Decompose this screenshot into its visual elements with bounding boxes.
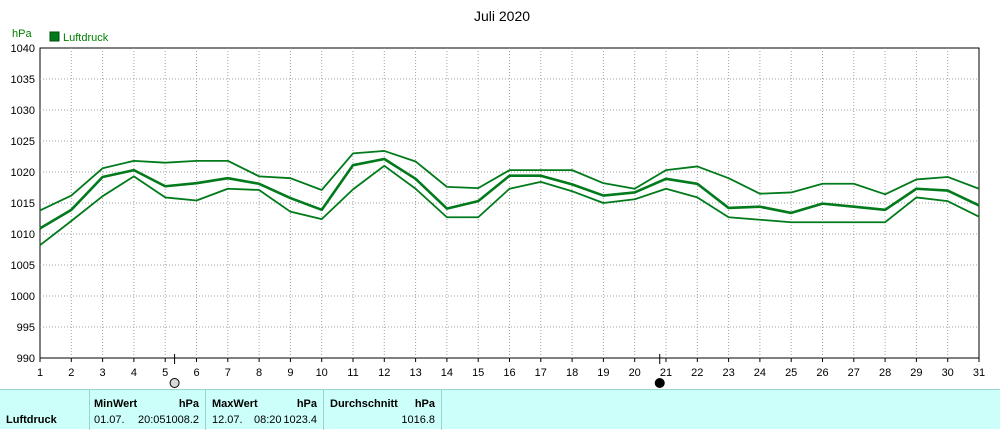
stats-row-header: Luftdruck [0, 390, 90, 430]
x-tick-label: 13 [409, 367, 421, 379]
legend-label: Luftdruck [63, 32, 109, 44]
x-axis: 1 2 3 4 5 6 7 8 9 10 11 12 13 14 15 16 17 18 19 20 21 22 23 24 2… [37, 358, 985, 379]
stats-avg-cell: Durchschnitt hPa 1016.8 [324, 390, 442, 430]
y-axis-unit: hPa [12, 28, 32, 40]
stats-min-cell: MinWert hPa 01.07. 20:05 1008.2 [90, 390, 206, 430]
y-tick-label: 1020 [11, 167, 35, 179]
x-tick-label: 25 [785, 367, 797, 379]
legend-swatch [49, 31, 60, 42]
x-tick-label: 17 [535, 367, 547, 379]
min-label: MinWert [94, 398, 138, 410]
min-unit: hPa [178, 398, 199, 410]
event-markers [169, 354, 665, 388]
x-tick-label: 2 [68, 367, 74, 379]
x-tick-label: 14 [441, 367, 453, 379]
y-tick-label: 1035 [11, 74, 35, 86]
x-tick-label: 21 [660, 367, 672, 379]
x-tick-label: 28 [879, 367, 891, 379]
x-tick-label: 23 [722, 367, 734, 379]
y-tick-label: 1015 [11, 198, 35, 210]
x-tick-label: 8 [256, 367, 262, 379]
series-line-min [39, 164, 980, 246]
series-line-mean [39, 157, 980, 230]
x-tick-label: 6 [193, 367, 199, 379]
y-tick-label: 995 [17, 322, 35, 334]
x-tick-label: 4 [131, 367, 137, 379]
x-tick-label: 11 [347, 367, 358, 379]
x-tick-label: 27 [848, 367, 860, 379]
moon-filled-icon [654, 378, 665, 388]
y-tick-label: 1000 [11, 291, 35, 303]
x-tick-label: 3 [100, 367, 106, 379]
y-tick-label: 990 [17, 353, 35, 365]
chart: 9909951000100510101015102010251030103510… [11, 8, 985, 388]
max-unit: hPa [296, 398, 317, 410]
x-tick-label: 19 [597, 367, 609, 379]
max-value: 1023.4 [283, 414, 317, 426]
min-value: 1008.2 [165, 414, 199, 426]
x-tick-label: 10 [316, 367, 328, 379]
x-tick-label: 9 [287, 367, 293, 379]
y-tick-label: 1030 [11, 105, 35, 117]
x-tick-label: 20 [629, 367, 641, 379]
y-tick-label: 1010 [11, 229, 35, 241]
x-tick-label: 22 [691, 367, 703, 379]
x-tick-label: 15 [472, 367, 484, 379]
x-tick-label: 7 [225, 367, 231, 379]
x-tick-label: 1 [37, 367, 43, 379]
max-label: MaxWert [212, 398, 258, 410]
x-tick-label: 24 [754, 367, 766, 379]
series-lines [39, 150, 980, 246]
x-tick-label: 30 [942, 367, 954, 379]
chart-title: Juli 2020 [474, 8, 530, 24]
avg-value: 1016.8 [401, 414, 435, 426]
y-tick-label: 1040 [11, 43, 35, 55]
y-tick-label: 1005 [11, 260, 35, 272]
max-time: 08:20 [254, 414, 282, 426]
statistics-bar: Luftdruck MinWert hPa 01.07. 20:05 1008.… [0, 389, 1000, 430]
moon-empty-icon [169, 378, 180, 388]
max-date: 12.07. [212, 414, 243, 426]
x-tick-label: 29 [910, 367, 922, 379]
x-tick-label: 16 [503, 367, 515, 379]
y-tick-label: 1025 [11, 136, 35, 148]
avg-unit: hPa [414, 398, 435, 410]
avg-label: Durchschnitt [330, 398, 398, 410]
x-tick-label: 18 [566, 367, 578, 379]
grid [40, 48, 979, 358]
x-tick-label: 26 [816, 367, 828, 379]
stats-max-cell: MaxWert hPa 12.07. 08:20 1023.4 [206, 390, 324, 430]
x-tick-label: 5 [162, 367, 168, 379]
min-time: 20:05 [138, 414, 166, 426]
y-axis: 990 995 1000 1005 1010 1015 1020 1025 1030 1035 10… [11, 43, 35, 365]
stats-row-label: Luftdruck [6, 414, 57, 426]
min-date: 01.07. [94, 414, 125, 426]
series-line-max [39, 150, 980, 212]
x-tick-label: 12 [378, 367, 390, 379]
x-tick-label: 31 [973, 367, 985, 379]
